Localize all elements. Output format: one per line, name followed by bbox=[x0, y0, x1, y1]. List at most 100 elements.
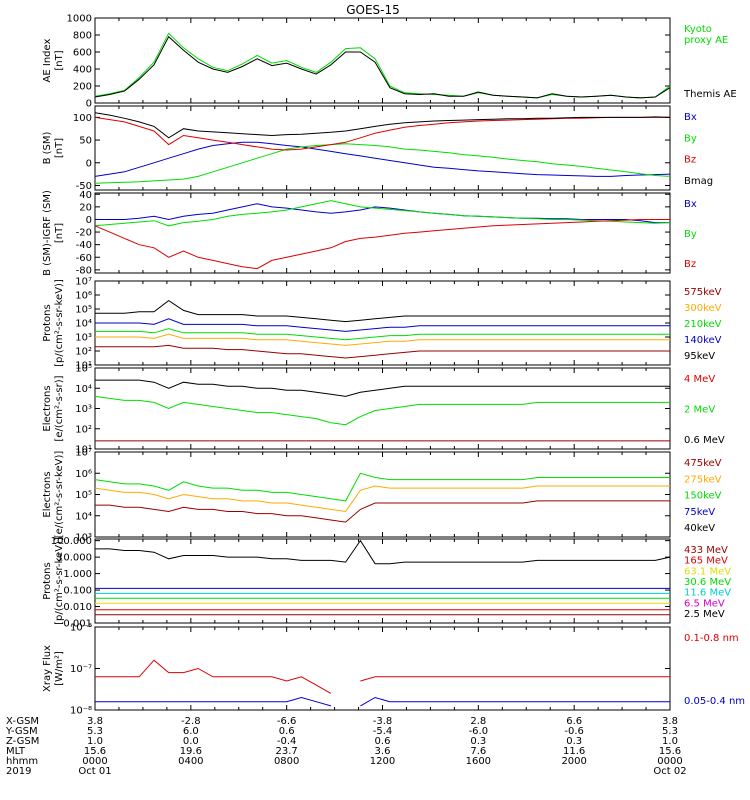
legend-entry: 475keV bbox=[684, 458, 722, 469]
legend-entry: Bx bbox=[684, 112, 697, 123]
series-line-2-mev bbox=[94, 395, 670, 426]
panel-bsm: -50 0 50 100 B (SM) [nT] Bx By Bz Bmag bbox=[42, 105, 713, 192]
legend-entry: Bx bbox=[684, 199, 697, 210]
series-line-by bbox=[94, 200, 671, 227]
legend-entry: By bbox=[684, 133, 697, 144]
y-tick-label: 1000 bbox=[67, 14, 92, 25]
x-axis-value: 6.6 bbox=[566, 716, 582, 727]
y-tick-label: 10⁵ bbox=[75, 364, 92, 375]
panel-electrons2: 10³ 10⁴ 10⁵ 10⁶ 10⁷ Electrons [e/(cm²-s-sr-keV… bbox=[42, 448, 722, 544]
legend-entry: 165 MeV bbox=[684, 556, 728, 567]
x-axis-value: 0.0 bbox=[183, 736, 199, 747]
x-axis-value: 15.6 bbox=[659, 746, 681, 757]
y-axis-label: [p/(cm²-s-sr-keV)] bbox=[54, 537, 65, 625]
x-axis-value: -0.6 bbox=[564, 726, 584, 737]
x-axis-value: 23.7 bbox=[276, 746, 298, 757]
x-axis-value: 0.3 bbox=[470, 736, 486, 747]
series-line-bmag bbox=[94, 112, 671, 139]
y-axis-label: [e/(cm²-s-sr)] bbox=[54, 375, 65, 441]
x-axis-value: 0400 bbox=[178, 756, 203, 767]
x-axis-value: 5.3 bbox=[87, 726, 103, 737]
y-tick-label: 0.100 bbox=[63, 586, 92, 597]
y-tick-label: 0 bbox=[86, 215, 92, 226]
legend-entry: 140keV bbox=[684, 335, 722, 346]
y-tick-label: 200 bbox=[73, 82, 92, 93]
legend-entry: 150keV bbox=[684, 491, 722, 502]
y-tick-label: 100 bbox=[73, 113, 92, 124]
series-line-300kev bbox=[95, 333, 670, 346]
y-tick-label: 10³ bbox=[75, 404, 92, 415]
panel-frame bbox=[94, 17, 671, 104]
y-axis-label: Protons bbox=[42, 562, 53, 599]
y-axis-label: [nT] bbox=[54, 138, 65, 158]
y-tick-label: 0 bbox=[86, 158, 92, 169]
y-axis-label: Electrons bbox=[42, 385, 53, 431]
legend-entry: 95keV bbox=[684, 351, 715, 362]
y-tick-label: 10⁶ bbox=[75, 469, 92, 480]
y-tick-label: -50 bbox=[76, 181, 92, 192]
y-tick-label: 10⁷ bbox=[75, 277, 92, 288]
x-axis-value: 3.8 bbox=[662, 716, 678, 727]
y-tick-label: -40 bbox=[76, 240, 92, 251]
legend-entry: By bbox=[684, 229, 697, 240]
y-tick-label: 50 bbox=[79, 136, 92, 147]
y-tick-label: 10² bbox=[75, 347, 92, 358]
x-axis-row-label: hhmm bbox=[6, 756, 38, 767]
series-line-bz bbox=[94, 219, 670, 270]
x-axis-value: -3.8 bbox=[373, 716, 393, 727]
y-tick-label: 20 bbox=[79, 202, 92, 213]
y-tick-label: 10³ bbox=[75, 333, 92, 344]
panel-frame bbox=[94, 626, 671, 711]
x-axis-value: 11.6 bbox=[563, 746, 585, 757]
series-line-0.6-mev bbox=[95, 379, 670, 397]
y-axis-label: [e/(cm²-s-sr-keV)] bbox=[54, 451, 65, 539]
x-axis-value: -0.4 bbox=[277, 736, 297, 747]
legend-entry: 11.6 MeV bbox=[684, 588, 731, 599]
panel-frame bbox=[94, 280, 671, 366]
series-line-575kev bbox=[95, 344, 670, 359]
legend-entry: 0.05-0.4 nm bbox=[684, 696, 745, 707]
series-line-by bbox=[94, 143, 671, 184]
legend-entry: 2 MeV bbox=[684, 405, 715, 416]
x-axis-row-label: Y-GSM bbox=[5, 726, 38, 737]
y-axis-label: B (SM)-IGRF (SM) bbox=[42, 190, 53, 276]
y-tick-label: 10¹ bbox=[75, 445, 92, 456]
series-line-140kev bbox=[95, 318, 670, 332]
y-tick-label: -20 bbox=[76, 228, 92, 239]
x-axis-row-label: MLT bbox=[6, 746, 26, 757]
legend-entry: Kyoto bbox=[684, 24, 712, 35]
y-axis-label: [nT] bbox=[54, 50, 65, 70]
panel-xray: 10⁻⁸ 10⁻⁷ 10⁻⁶ Xray Flux [W/m²] 0.1-0.8 nm 0.0… bbox=[42, 623, 745, 717]
legend-entry: 0.6 MeV bbox=[684, 435, 725, 446]
legend-entry: proxy AE bbox=[684, 35, 728, 46]
y-tick-label: 0 bbox=[86, 99, 92, 110]
y-tick-label: 10⁻⁸ bbox=[70, 706, 92, 717]
y-tick-label: 10⁴ bbox=[75, 511, 92, 522]
panel-frame bbox=[94, 367, 671, 450]
legend-entry: 300keV bbox=[684, 303, 722, 314]
x-axis-value: 0.6 bbox=[279, 726, 295, 737]
x-axis-value: Oct 01 bbox=[78, 766, 111, 777]
legend-entry: Bmag bbox=[684, 176, 713, 187]
y-tick-label: 10⁶ bbox=[75, 291, 92, 302]
legend-entry: 2.5 MeV bbox=[684, 609, 725, 620]
legend-entry: 6.5 MeV bbox=[684, 598, 725, 609]
legend-entry: 0.1-0.8 nm bbox=[684, 633, 739, 644]
legend-entry: 210keV bbox=[684, 319, 722, 330]
x-axis-value: 1.0 bbox=[87, 736, 103, 747]
y-tick-label: 400 bbox=[73, 65, 92, 76]
y-tick-label: 10⁻⁶ bbox=[70, 623, 92, 634]
series-line-210kev bbox=[95, 328, 670, 341]
legend-entry: 30.6 MeV bbox=[684, 577, 731, 588]
x-axis-value: 3.6 bbox=[375, 746, 391, 757]
x-axis-value: -6.0 bbox=[469, 726, 489, 737]
legend-entry: 75keV bbox=[684, 507, 715, 518]
y-tick-label: 10³ bbox=[75, 533, 92, 544]
y-tick-label: 10⁵ bbox=[75, 305, 92, 316]
x-axis-value: 0800 bbox=[274, 756, 299, 767]
y-axis-label: B (SM) bbox=[42, 131, 53, 164]
x-axis-value: Oct 02 bbox=[653, 766, 686, 777]
series-line-40kev bbox=[95, 500, 670, 523]
y-tick-label: 10² bbox=[75, 424, 92, 435]
y-axis-label: Protons bbox=[42, 304, 53, 341]
